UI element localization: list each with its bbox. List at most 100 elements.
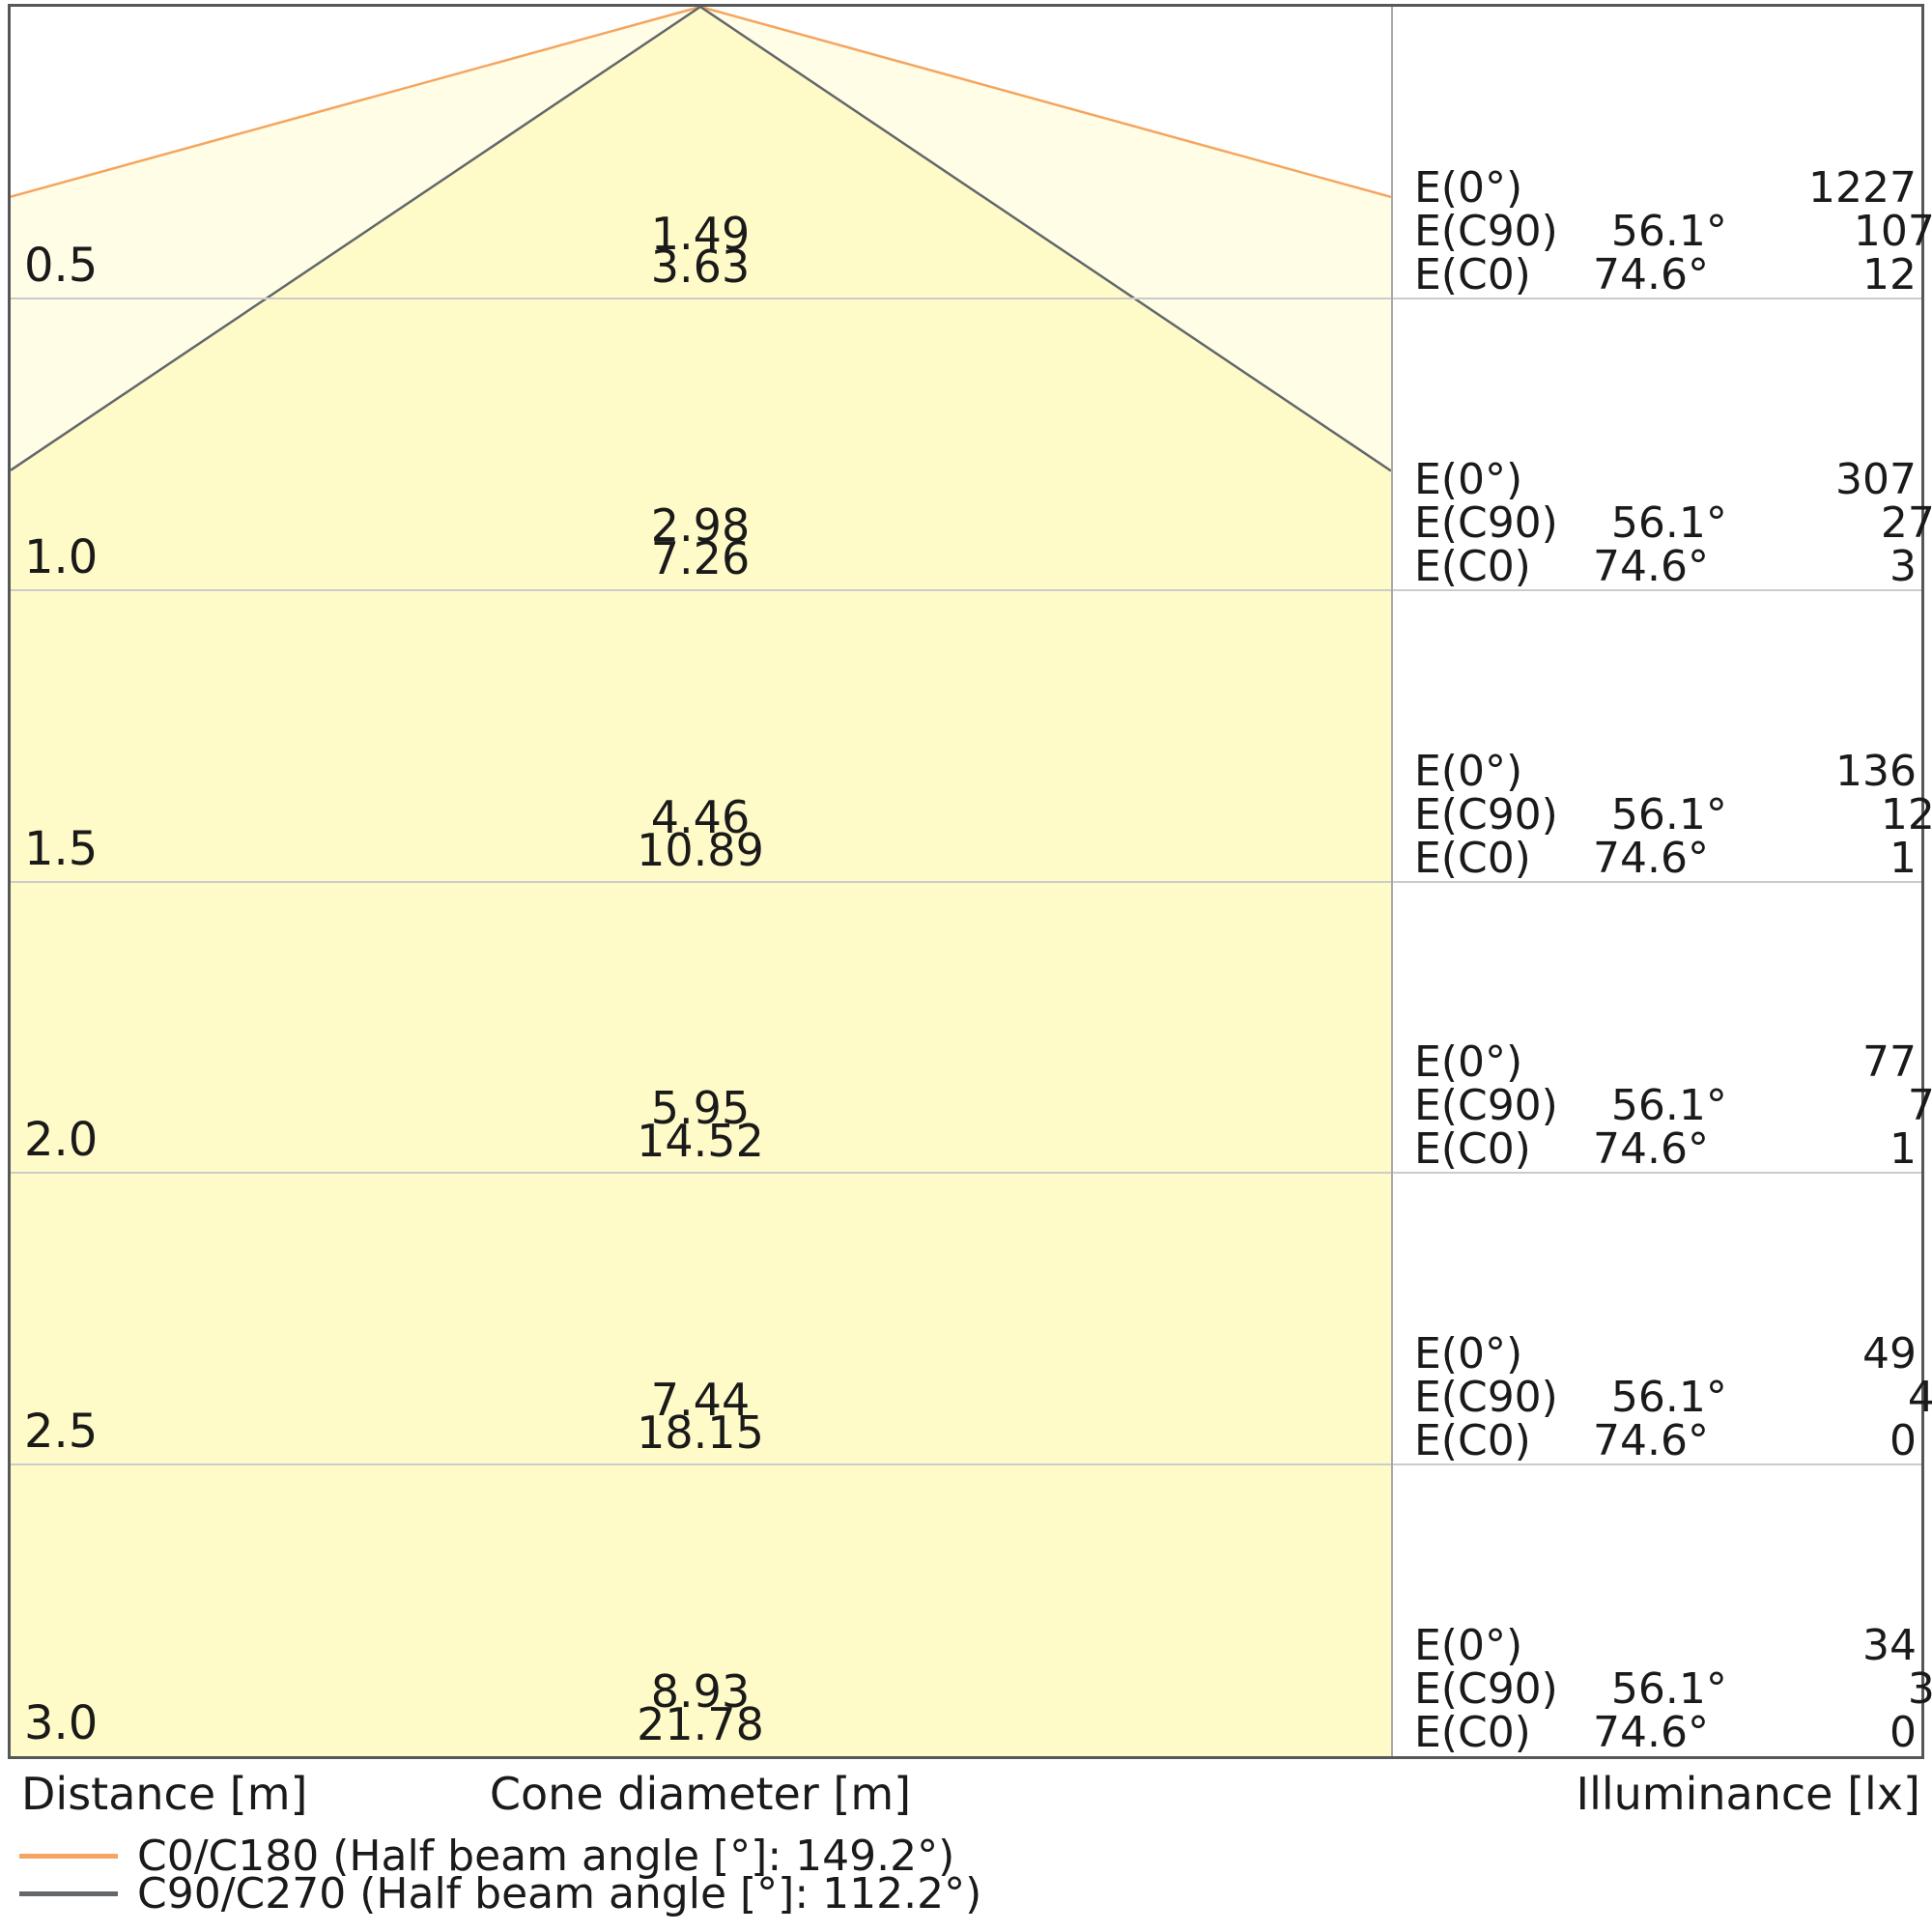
- cone-diameter-values: 8.93 21.78: [637, 1665, 764, 1750]
- beam-angle-value: [1540, 1624, 1709, 1667]
- illuminance-row: E(C0) 74.6° 3: [1393, 545, 1921, 588]
- axis-label-cone-diameter: Cone diameter [m]: [489, 1768, 912, 1820]
- panel-separator-line: [1391, 7, 1393, 1756]
- cone-diameter-c0: 14.52: [637, 1115, 764, 1167]
- illuminance-label: E(0°): [1414, 1621, 1523, 1670]
- illuminance-label: E(C90): [1414, 207, 1558, 256]
- illuminance-value: 107: [1853, 207, 1932, 256]
- cone-diameter-c90: 5.95: [650, 1082, 751, 1134]
- illuminance-block: E(0°) 1227 E(C90) 56.1° 107 E(C0) 74.6° 12: [1393, 166, 1932, 297]
- cone-diameter-c0: 21.78: [637, 1698, 764, 1750]
- beam-angle-value: 56.1°: [1610, 207, 1727, 256]
- distance-gridline: [11, 298, 1921, 299]
- illuminance-label: E(C0): [1414, 542, 1531, 591]
- distance-gridline: [11, 589, 1921, 591]
- illuminance-value: 12: [1862, 250, 1917, 299]
- illuminance-row: E(C90) 56.1° 107: [1393, 207, 1932, 256]
- illuminance-label: E(C0): [1414, 1416, 1531, 1465]
- illuminance-value: 3: [1907, 1664, 1932, 1714]
- legend-line-swatch-gray: [19, 1891, 118, 1896]
- illuminance-label: E(0°): [1414, 1329, 1523, 1378]
- illuminance-row: E(0°) 307: [1393, 458, 1921, 501]
- illuminance-row: E(C90) 56.1° 12: [1393, 793, 1932, 837]
- cone-diameter-values: 4.46 10.89: [637, 791, 764, 876]
- legend-label-c90-c270: C90/C270 (Half beam angle [°]: 112.2°): [137, 1868, 982, 1918]
- illuminance-value: 1: [1889, 1124, 1917, 1174]
- cone-diameter-values: 7.44 18.15: [637, 1378, 764, 1459]
- cone-diameter-c0: 3.63: [650, 241, 751, 293]
- beam-angle-value: 74.6°: [1593, 834, 1709, 883]
- legend: C0/C180 (Half beam angle [°]: 149.2°) C9…: [19, 1831, 982, 1918]
- illuminance-label: E(C0): [1414, 250, 1531, 299]
- cone-diameter-c90: 4.46: [650, 791, 751, 843]
- illuminance-label: E(0°): [1414, 1037, 1523, 1087]
- illuminance-row: E(0°) 34: [1393, 1624, 1921, 1667]
- illuminance-row: E(C0) 74.6° 1: [1393, 837, 1921, 880]
- beam-angle-value: 74.6°: [1593, 1708, 1709, 1757]
- illuminance-value: 3: [1889, 542, 1917, 591]
- illuminance-label: E(C0): [1414, 1124, 1531, 1174]
- beam-angle-value: [1540, 750, 1709, 793]
- illuminance-row: E(0°) 1227: [1393, 166, 1921, 210]
- illuminance-label: E(0°): [1414, 455, 1523, 504]
- illuminance-block: E(0°) 34 E(C90) 56.1° 3 E(C0) 74.6° 0: [1393, 1624, 1932, 1757]
- illuminance-row: E(C90) 56.1° 7: [1393, 1081, 1932, 1130]
- illuminance-label: E(C90): [1414, 1373, 1558, 1422]
- illuminance-block: E(0°) 49 E(C90) 56.1° 4 E(C0) 74.6° 0: [1393, 1332, 1932, 1463]
- distance-label: 0.5: [24, 239, 99, 293]
- beam-angle-value: 56.1°: [1610, 498, 1727, 548]
- illuminance-value: 34: [1862, 1621, 1917, 1670]
- illuminance-value: 27: [1880, 498, 1932, 548]
- distance-label: 1.0: [24, 530, 99, 584]
- cone-diameter-c90: 1.49: [650, 208, 751, 260]
- illuminance-value: 7: [1907, 1081, 1932, 1130]
- distance-label: 3.0: [24, 1696, 99, 1750]
- illuminance-value: 49: [1862, 1329, 1917, 1378]
- distance-label: 1.5: [24, 822, 99, 876]
- beam-angle-value: 74.6°: [1593, 1124, 1709, 1174]
- cone-edge-c0-c180: [11, 7, 1391, 199]
- illuminance-value: 307: [1835, 455, 1917, 504]
- cone-diameter-c0: 18.15: [637, 1406, 764, 1459]
- cone-edge-c90-c270: [11, 7, 1391, 472]
- illuminance-row: E(0°) 136: [1393, 750, 1921, 793]
- legend-label-c0-c180: C0/C180 (Half beam angle [°]: 149.2°): [137, 1831, 955, 1881]
- illuminance-label: E(C90): [1414, 498, 1558, 548]
- illuminance-value: 12: [1880, 790, 1932, 839]
- beam-angle-value: [1540, 1332, 1709, 1376]
- illuminance-value: 0: [1889, 1708, 1917, 1757]
- legend-item-c90-c270: C90/C270 (Half beam angle [°]: 112.2°): [19, 1868, 982, 1918]
- axis-label-distance: Distance [m]: [21, 1768, 308, 1820]
- cone-diameter-c90: 2.98: [650, 499, 751, 552]
- beam-angle-value: 56.1°: [1610, 1081, 1727, 1130]
- illuminance-label: E(C90): [1414, 1081, 1558, 1130]
- cone-diameter-c90: 8.93: [650, 1665, 751, 1718]
- illuminance-label: E(0°): [1414, 747, 1523, 796]
- illuminance-row: E(C90) 56.1° 27: [1393, 498, 1932, 548]
- cone-diameter-values: 2.98 7.26: [650, 499, 751, 581]
- distance-label: 2.0: [24, 1113, 99, 1167]
- illuminance-row: E(C0) 74.6° 0: [1393, 1419, 1921, 1463]
- beam-angle-value: 56.1°: [1610, 1664, 1727, 1714]
- illuminance-row: E(0°) 77: [1393, 1040, 1921, 1084]
- cone-diameter-c0: 10.89: [637, 824, 764, 876]
- legend-line-swatch-orange: [19, 1854, 118, 1859]
- illuminance-row: E(C90) 56.1° 4: [1393, 1373, 1932, 1422]
- beam-angle-value: 74.6°: [1593, 1416, 1709, 1465]
- illuminance-label: E(C0): [1414, 834, 1531, 883]
- chart-frame: 0.5 1.49 3.63 1.0 2.98 7.26 1.5 4.46 10.89 2.0 5.9…: [8, 4, 1932, 1759]
- beam-angle-value: [1540, 1040, 1709, 1084]
- beam-angle-value: 74.6°: [1593, 542, 1709, 591]
- distance-gridline: [11, 1463, 1921, 1465]
- beam-angle-value: [1540, 166, 1709, 210]
- illuminance-value: 1227: [1808, 163, 1917, 213]
- illuminance-row: E(C0) 74.6° 1: [1393, 1127, 1921, 1171]
- beam-angle-value: 56.1°: [1610, 1373, 1727, 1422]
- illuminance-block: E(0°) 77 E(C90) 56.1° 7 E(C0) 74.6° 1: [1393, 1040, 1932, 1171]
- illuminance-value: 136: [1835, 747, 1917, 796]
- illuminance-row: E(0°) 49: [1393, 1332, 1921, 1376]
- beam-angle-value: 74.6°: [1593, 250, 1709, 299]
- illuminance-row: E(C0) 74.6° 12: [1393, 253, 1921, 297]
- illuminance-label: E(0°): [1414, 163, 1523, 213]
